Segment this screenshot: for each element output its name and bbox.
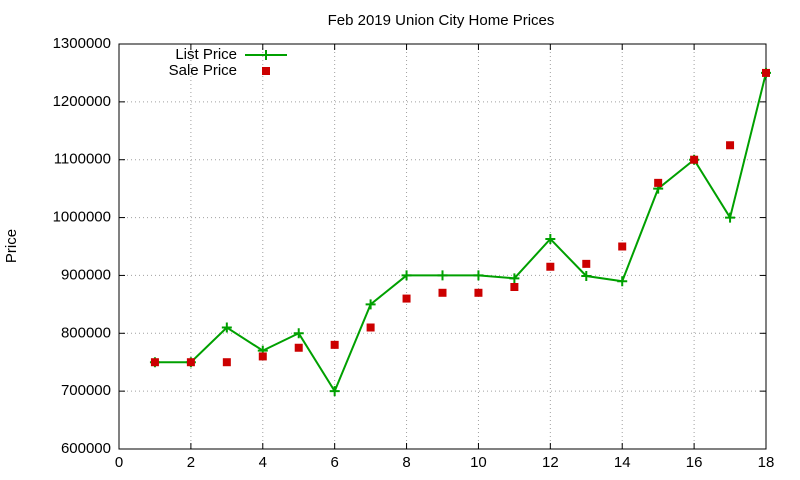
- point: [150, 358, 159, 367]
- point: [617, 276, 628, 287]
- point: [222, 358, 231, 367]
- point: [654, 178, 663, 187]
- point: [546, 262, 555, 271]
- point: [545, 233, 556, 244]
- y-tick-label: 1300000: [53, 35, 111, 52]
- point: [329, 386, 340, 397]
- legend-label: Sale Price: [169, 62, 237, 79]
- point: [258, 352, 267, 361]
- y-axis-label: Price: [3, 229, 20, 263]
- y-tick-label: 1000000: [53, 209, 111, 226]
- point: [618, 242, 627, 251]
- point: [294, 343, 303, 352]
- series-line: [154, 72, 767, 394]
- point: [762, 68, 770, 77]
- y-tick-label: 600000: [61, 440, 111, 457]
- y-tick-label: 900000: [61, 266, 111, 283]
- point: [473, 270, 484, 281]
- point: [690, 155, 699, 164]
- y-tick-label: 1100000: [54, 151, 111, 168]
- x-tick-label: 8: [402, 454, 410, 471]
- point: [509, 273, 520, 284]
- point: [401, 270, 412, 281]
- x-tick-label: 12: [542, 454, 559, 471]
- y-tick-label: 1200000: [53, 93, 111, 110]
- x-tick-label: 14: [614, 454, 631, 471]
- x-tick-label: 0: [115, 454, 123, 471]
- x-tick-label: 16: [686, 454, 703, 471]
- x-tick-label: 4: [259, 454, 267, 471]
- y-tick-label: 800000: [61, 324, 111, 341]
- chart-title: Feb 2019 Union City Home Prices: [328, 12, 555, 29]
- x-tick-label: 2: [187, 454, 195, 471]
- point: [221, 322, 232, 333]
- point: [293, 328, 304, 339]
- point: [402, 294, 411, 303]
- y-tick-label: 700000: [61, 382, 111, 399]
- plot-frame: [118, 43, 767, 450]
- point: [365, 299, 376, 310]
- point: [474, 288, 483, 297]
- x-tick-label: 10: [470, 454, 487, 471]
- point: [366, 323, 375, 332]
- point: [438, 288, 447, 297]
- point: [510, 283, 519, 291]
- legend-marker: [261, 50, 271, 60]
- point: [582, 259, 591, 268]
- legend-label: List Price: [175, 46, 237, 63]
- x-tick-label: 18: [758, 454, 775, 471]
- point: [581, 271, 592, 282]
- point: [437, 270, 448, 281]
- point: [330, 340, 339, 349]
- x-tick-label: 6: [330, 454, 338, 471]
- point: [725, 212, 736, 223]
- legend-marker: [262, 67, 270, 75]
- point: [726, 141, 735, 150]
- point: [186, 358, 195, 367]
